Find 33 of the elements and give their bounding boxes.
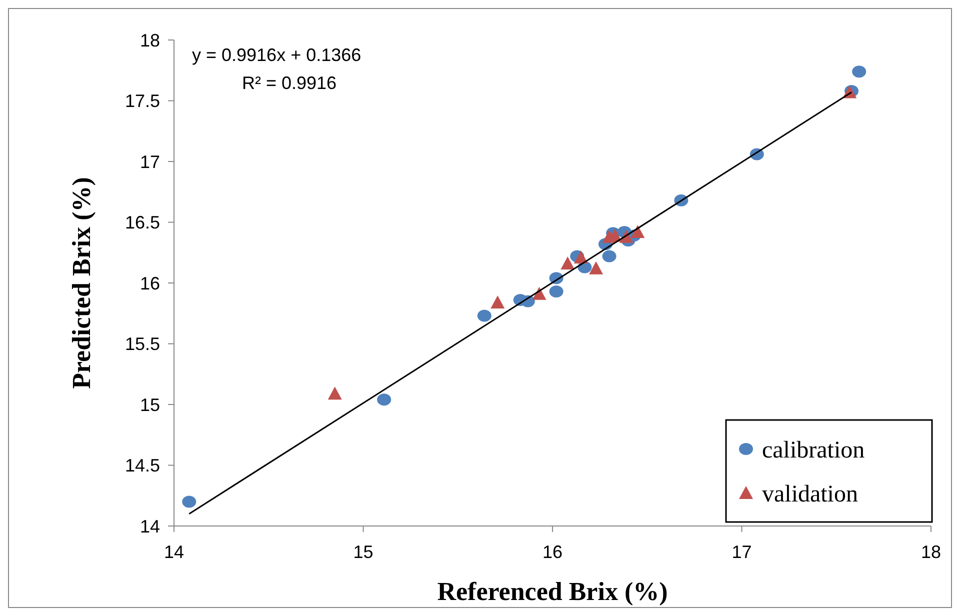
x-axis-title: Referenced Brix (%)	[437, 577, 668, 606]
point	[574, 250, 588, 264]
point	[377, 394, 392, 406]
point	[328, 386, 342, 400]
point	[182, 496, 196, 508]
x-tick-label: 17	[732, 542, 752, 562]
y-tick-label: 16	[140, 273, 160, 294]
x-tick-label: 15	[353, 542, 374, 562]
y-axis-title: Predicted Brix (%)	[67, 177, 96, 389]
point	[532, 286, 546, 300]
annotation: y = 0.9916x + 0.1366	[192, 45, 362, 65]
point	[549, 286, 564, 298]
point	[852, 66, 866, 78]
x-tick-label: 14	[164, 542, 184, 562]
point	[602, 250, 616, 262]
y-tick-label: 14.5	[124, 456, 160, 476]
legend-label: calibration	[762, 437, 865, 464]
point	[589, 261, 604, 274]
y-tick-label: 15	[140, 394, 160, 415]
x-tick-label: 16	[542, 542, 563, 562]
point	[560, 256, 575, 270]
annotation: R² = 0.9916	[242, 73, 337, 93]
point	[630, 224, 645, 238]
x-tick-label: 18	[920, 542, 942, 562]
y-tick-label: 17.5	[124, 91, 160, 112]
y-tick-label: 15.5	[124, 334, 160, 354]
y-tick-label: 16.5	[124, 212, 160, 233]
y-tick-label: 14	[140, 516, 160, 536]
y-tick-label: 18	[140, 30, 160, 50]
y-tick-label: 17	[140, 152, 160, 172]
point	[490, 295, 505, 308]
legend-label: validation	[762, 481, 858, 508]
point	[477, 310, 492, 322]
